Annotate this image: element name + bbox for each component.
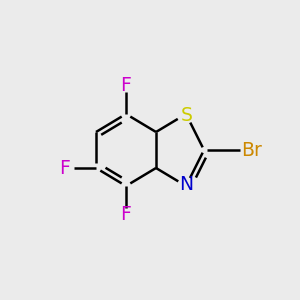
Text: F: F	[121, 205, 131, 224]
Text: Br: Br	[242, 140, 262, 160]
Text: F: F	[59, 158, 70, 178]
Text: S: S	[181, 106, 193, 125]
Text: N: N	[179, 175, 194, 194]
Text: F: F	[121, 76, 131, 95]
